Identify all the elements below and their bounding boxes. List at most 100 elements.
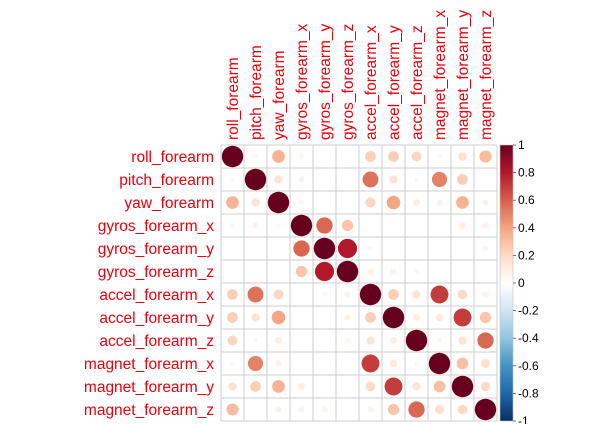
row-label-gyros_forearm_x: gyros_forearm_x (98, 218, 215, 235)
corr-circle-magnet_forearm_z-magnet_forearm_z (474, 398, 497, 421)
corr-circle-roll_forearm-yaw_forearm (272, 150, 285, 163)
corr-circle-accel_forearm_z-accel_forearm_y (390, 337, 397, 344)
corr-circle-gyros_forearm_y-magnet_forearm_z (482, 245, 489, 252)
corr-circle-magnet_forearm_x-pitch_forearm (247, 355, 264, 372)
corr-circle-accel_forearm_x-pitch_forearm (247, 286, 264, 303)
corr-circle-magnet_forearm_y-accel_forearm_x (365, 381, 376, 392)
row-label-magnet_forearm_x: magnet_forearm_x (84, 356, 214, 373)
corr-circle-magnet_forearm_y-accel_forearm_y (384, 377, 403, 396)
corr-circle-roll_forearm-pitch_forearm (253, 154, 258, 159)
corr-circle-accel_forearm_z-gyros_forearm_z (345, 338, 350, 343)
corr-circle-accel_forearm_y-accel_forearm_x (365, 312, 376, 323)
row-label-accel_forearm_z: accel_forearm_z (99, 333, 214, 350)
corr-circle-accel_forearm_x-yaw_forearm (273, 289, 284, 300)
col-label-magnet_forearm_z: magnet_forearm_z (478, 10, 495, 140)
colorbar-tick-label: 1 (518, 138, 525, 152)
corr-circle-pitch_forearm-pitch_forearm (244, 168, 267, 191)
corr-circle-gyros_forearm_z-gyros_forearm_y (314, 261, 335, 282)
corr-circle-magnet_forearm_y-pitch_forearm (250, 381, 261, 392)
corr-circle-accel_forearm_z-magnet_forearm_y (458, 336, 467, 345)
col-label-yaw_forearm: yaw_forearm (271, 50, 288, 140)
colorbar: 1 0.8 0.6 0.4 0.2 0 -0.2 -0.4 -0.6 -0.8 -1 (499, 138, 539, 424)
corr-circle-magnet_forearm_y-magnet_forearm_z (480, 381, 491, 392)
colorbar-tick-label: 0 (518, 276, 525, 290)
corr-circle-accel_forearm_x-gyros_forearm_y (322, 292, 327, 297)
corr-circle-gyros_forearm_y-gyros_forearm_y (313, 237, 336, 260)
corr-circle-gyros_forearm_z-gyros_forearm_x (295, 265, 308, 278)
corr-circle-gyros_forearm_x-gyros_forearm_x (290, 214, 313, 237)
corr-circle-accel_forearm_x-magnet_forearm_z (482, 291, 489, 298)
corr-circle-accel_forearm_z-pitch_forearm (253, 338, 258, 343)
corr-circle-accel_forearm_z-accel_forearm_z (405, 329, 428, 352)
col-label-accel_forearm_y: accel_forearm_y (386, 25, 403, 140)
corr-circle-gyros_forearm_y-gyros_forearm_z (337, 238, 358, 259)
corr-circle-accel_forearm_y-roll_forearm (227, 312, 238, 323)
corr-circle-accel_forearm_y-accel_forearm_z (413, 314, 420, 321)
corr-circle-gyros_forearm_y-gyros_forearm_x (293, 240, 310, 257)
corr-circle-roll_forearm-magnet_forearm_y (458, 152, 467, 161)
corr-circle-roll_forearm-magnet_forearm_z (479, 150, 492, 163)
corr-circle-accel_forearm_y-magnet_forearm_x (435, 313, 444, 322)
corr-circle-gyros_forearm_y-accel_forearm_x (368, 246, 373, 251)
corr-circle-pitch_forearm-accel_forearm_z (414, 177, 419, 182)
row-label-yaw_forearm: yaw_forearm (124, 195, 214, 212)
corr-circle-magnet_forearm_z-magnet_forearm_x (434, 404, 445, 415)
colorbar-tick-label: -0.8 (518, 386, 539, 400)
corr-circle-pitch_forearm-gyros_forearm_x (298, 176, 305, 183)
corr-circle-accel_forearm_x-magnet_forearm_x (430, 285, 449, 304)
row-label-magnet_forearm_z: magnet_forearm_z (84, 402, 214, 419)
corr-circle-accel_forearm_z-magnet_forearm_x (437, 338, 442, 343)
corr-circle-gyros_forearm_z-accel_forearm_z (414, 269, 419, 274)
corr-circle-gyros_forearm_z-accel_forearm_y (390, 268, 397, 275)
colorbar-tick-label: 0.4 (518, 221, 535, 235)
colorbar-tick-label: -1 (518, 414, 529, 424)
corr-circle-magnet_forearm_z-gyros_forearm_x (298, 406, 305, 413)
corr-circle-magnet_forearm_x-magnet_forearm_y (456, 357, 469, 370)
corr-circle-yaw_forearm-gyros_forearm_x (299, 200, 304, 205)
corr-circle-accel_forearm_x-accel_forearm_z (412, 290, 421, 299)
corr-circle-yaw_forearm-magnet_forearm_y (456, 196, 469, 209)
corr-circle-magnet_forearm_z-accel_forearm_y (387, 403, 400, 416)
corr-circle-gyros_forearm_x-roll_forearm (230, 223, 235, 228)
corr-circle-pitch_forearm-accel_forearm_y (389, 175, 398, 184)
correlation-grid (220, 144, 498, 422)
col-label-magnet_forearm_y: magnet_forearm_y (455, 10, 472, 140)
col-label-accel_forearm_x: accel_forearm_x (363, 25, 380, 140)
corr-circle-gyros_forearm_x-gyros_forearm_y (316, 217, 333, 234)
corr-circle-pitch_forearm-roll_forearm (230, 177, 235, 182)
colorbar-tick-label: 0.2 (518, 248, 535, 262)
colorbar-gradient (499, 144, 514, 422)
corr-circle-magnet_forearm_z-gyros_forearm_y (321, 406, 328, 413)
corr-circle-accel_forearm_x-magnet_forearm_y (457, 289, 468, 300)
corr-circle-gyros_forearm_x-magnet_forearm_y (459, 222, 466, 229)
colorbar-tick-label: -0.4 (518, 331, 539, 345)
corr-circle-magnet_forearm_y-magnet_forearm_y (451, 375, 474, 398)
corr-circle-gyros_forearm_x-magnet_forearm_z (482, 222, 489, 229)
corr-circle-magnet_forearm_x-accel_forearm_x (361, 354, 380, 373)
colorbar-tick-label: -0.2 (518, 304, 539, 318)
corr-circle-yaw_forearm-roll_forearm (226, 196, 239, 209)
corr-circle-magnet_forearm_z-accel_forearm_x (367, 406, 374, 413)
corr-circle-gyros_forearm_x-gyros_forearm_z (341, 219, 354, 232)
col-label-gyros_forearm_x: gyros_forearm_x (294, 23, 311, 140)
corr-circle-roll_forearm-gyros_forearm_x (299, 154, 304, 159)
corr-circle-magnet_forearm_z-accel_forearm_z (408, 401, 425, 418)
corr-circle-magnet_forearm_z-magnet_forearm_y (457, 404, 468, 415)
col-label-accel_forearm_z: accel_forearm_z (409, 25, 426, 140)
corr-circle-accel_forearm_x-roll_forearm (227, 289, 238, 300)
corr-circle-magnet_forearm_x-roll_forearm (230, 361, 235, 366)
corr-circle-yaw_forearm-accel_forearm_x (365, 197, 376, 208)
corr-circle-accel_forearm_y-yaw_forearm (271, 310, 286, 325)
corr-circle-gyros_forearm_z-accel_forearm_x (367, 268, 374, 275)
corr-circle-accel_forearm_y-gyros_forearm_z (344, 314, 351, 321)
corr-circle-gyros_forearm_x-pitch_forearm (252, 222, 259, 229)
corr-circle-accel_forearm_z-yaw_forearm (275, 337, 282, 344)
corr-circle-magnet_forearm_y-accel_forearm_z (412, 382, 421, 391)
corr-circle-magnet_forearm_y-gyros_forearm_x (298, 383, 305, 390)
corr-circle-yaw_forearm-magnet_forearm_x (436, 199, 443, 206)
col-label-gyros_forearm_z: gyros_forearm_z (340, 24, 357, 140)
col-label-magnet_forearm_x: magnet_forearm_x (432, 10, 449, 140)
corr-circle-pitch_forearm-magnet_forearm_y (457, 174, 468, 185)
corr-circle-pitch_forearm-yaw_forearm (274, 175, 283, 184)
